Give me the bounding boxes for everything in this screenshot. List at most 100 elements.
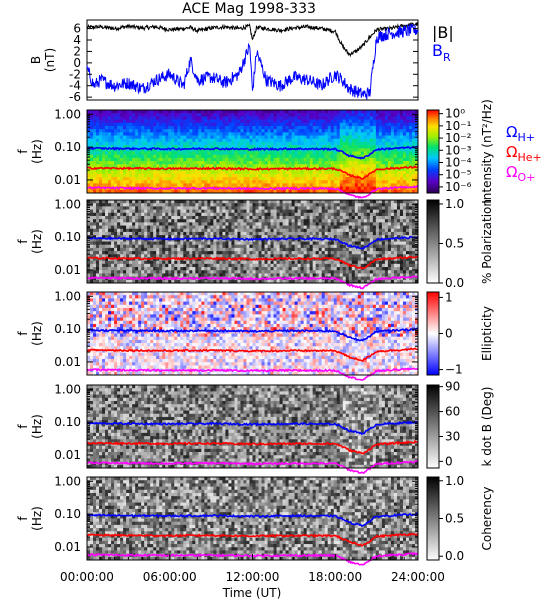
spectrogram-cell [246,260,250,265]
spectrogram-cell [297,228,302,233]
spectrogram-cell [291,151,296,156]
spectrogram-cell [342,173,347,178]
spectrogram-cell [168,125,172,130]
spectrogram-cell [249,260,253,265]
spectrogram-cell [168,145,172,149]
spectrogram-cell [315,170,320,175]
spectrogram-cell [114,222,118,226]
spectrogram-cell [411,110,416,114]
spectrogram-cell [285,151,290,156]
spectrogram-cell [213,235,217,239]
spectrogram-cell [333,161,338,165]
spectrogram-cell [231,279,235,284]
spectrogram-cell [264,113,268,117]
spectrogram-cell [192,141,196,146]
spectrogram-cell [234,241,238,246]
spectrogram-cell [300,222,305,226]
spectrogram-cell [309,247,314,252]
spectrogram-cell [363,177,368,181]
spectrogram-cell [249,212,253,217]
spectrogram-cell [324,164,329,168]
spectrogram-cell [279,170,283,175]
spectrogram-cell [240,235,244,239]
spectrogram-cell [93,215,97,220]
spectrogram-cell [330,151,335,156]
spectrogram-cell [111,173,115,178]
spectrogram-cell [303,254,308,258]
spectrogram-cell [108,215,112,220]
spectrogram-cell [165,244,169,249]
spectrogram-cell [213,151,217,156]
spectrogram-cell [147,209,151,214]
spectrogram-cell [267,209,271,214]
spectrogram-cell [159,200,163,204]
spectrogram-cell [369,154,374,159]
legend-BR: BR [432,41,451,64]
spectrogram-cell [174,279,178,284]
spectrogram-cell [318,119,323,124]
spectrogram-cell [321,161,326,165]
spectrogram-cell [300,241,305,246]
spectrogram-cell [120,164,124,168]
spectrogram-cell [174,113,178,117]
spectrogram-cell [285,247,290,252]
spectrogram-cell [369,161,374,165]
spectrogram-cell [360,129,365,133]
spectrogram-cell [108,157,112,162]
spectrogram-cell [135,183,139,188]
spectrogram-cell [279,135,283,140]
spectrogram-cell [195,110,199,114]
spectrogram-cell [186,132,190,136]
spectrogram-cell [108,235,112,239]
spectrogram-cell [354,129,359,133]
spectrogram-cell [405,180,410,184]
spectrogram-cell [321,138,326,143]
spectrogram-cell [228,113,232,117]
spectrogram-cell [270,267,274,271]
spectrogram-cell [300,231,305,236]
spectrogram-cell [294,209,299,214]
spectrogram-cell [102,157,106,162]
spectrogram-cell [192,228,196,233]
spectrogram-cell [141,222,145,226]
spectrogram-cell [183,113,187,117]
spectrogram-cell [129,219,133,223]
spectrogram-cell [243,116,247,120]
spectrogram-cell [300,164,305,168]
spectrogram-cell [252,183,256,188]
spectrogram-cell [102,177,106,181]
spectrogram-cell [204,145,208,149]
spectrogram-cell [222,270,226,274]
spectrogram-cell [405,138,410,143]
spectrogram-cell [159,122,163,127]
spectrogram-cell [237,209,241,214]
spectrogram-cell [147,235,151,239]
spectrogram-cell [288,244,293,249]
spectrogram-cell [315,215,320,220]
spectrogram-cell [366,183,371,188]
spectrogram-cell [381,173,386,178]
spectrogram-cell [225,183,229,188]
spectrogram-cell [150,177,154,181]
spectrogram-cell [381,141,386,146]
spectrogram-cell [132,177,136,181]
spectrogram-cell [171,110,175,114]
spectrogram-cell [333,173,338,178]
spectrogram-cell [234,177,238,181]
spectrogram-cell [180,129,184,133]
spectrogram-cell [285,157,290,162]
spectrogram-cell [180,113,184,117]
spectrogram-cell [297,219,302,223]
spectrogram-cell [201,260,205,265]
spectrogram-cell [246,251,250,255]
spectrogram-cell [363,170,368,175]
spectrogram-cell [273,228,277,233]
spectrogram-cell [114,209,118,214]
spectrogram-cell [330,177,335,181]
spectrogram-cell [192,113,196,117]
spectrogram-cell [177,231,181,236]
spectrogram-cell [219,116,223,120]
spectrogram-cell [264,200,268,204]
spectrogram-cell [273,279,277,284]
spectrogram-cell [126,228,130,233]
